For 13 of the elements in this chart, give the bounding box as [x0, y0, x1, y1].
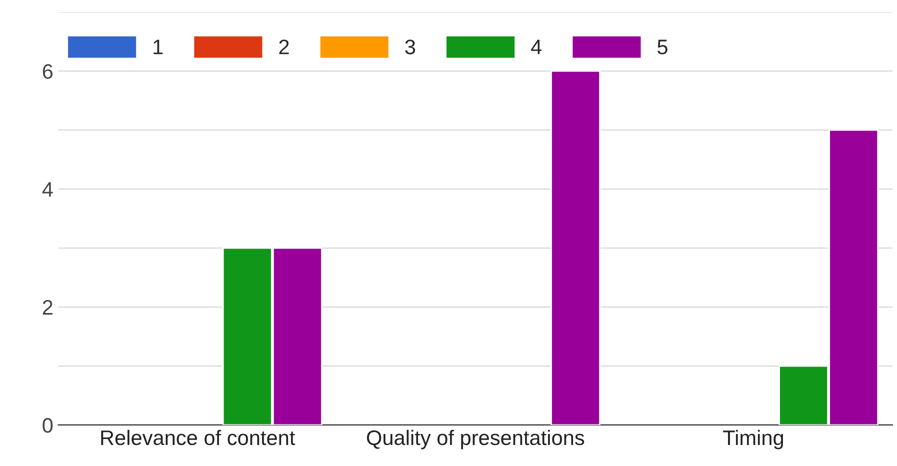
- legend-label: 3: [405, 40, 416, 54]
- legend-label: 1: [154, 40, 163, 54]
- y-tick-label: 4: [42, 182, 53, 197]
- x-tick-label: Timing: [723, 430, 784, 450]
- legend-label: 2: [279, 40, 289, 54]
- legend-label: 5: [658, 40, 668, 54]
- y-tick-label: 0: [42, 418, 53, 433]
- x-tick-label: Relevance of content: [101, 430, 296, 446]
- y-tick-label: 2: [42, 300, 52, 315]
- x-tick-label: Quality of presentations: [366, 430, 584, 450]
- legend-label: 4: [531, 40, 542, 54]
- y-tick-label: 6: [42, 64, 53, 79]
- bar: [550, 70, 600, 425]
